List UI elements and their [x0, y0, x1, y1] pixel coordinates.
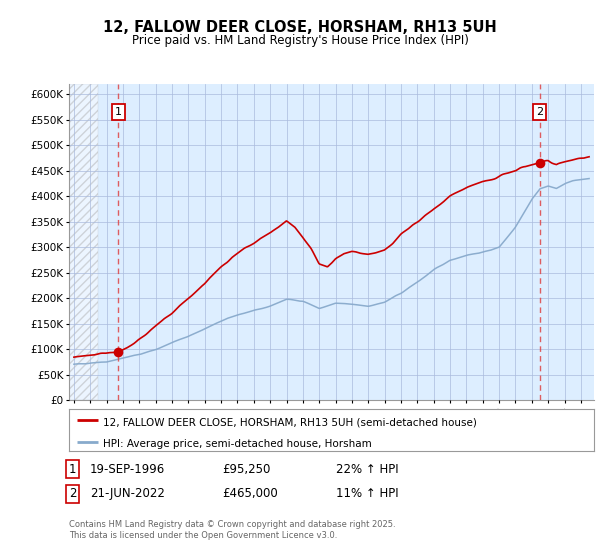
- Text: 12, FALLOW DEER CLOSE, HORSHAM, RH13 5UH: 12, FALLOW DEER CLOSE, HORSHAM, RH13 5UH: [103, 20, 497, 35]
- Text: 1: 1: [69, 463, 77, 476]
- Text: Price paid vs. HM Land Registry's House Price Index (HPI): Price paid vs. HM Land Registry's House …: [131, 34, 469, 46]
- Text: Contains HM Land Registry data © Crown copyright and database right 2025.
This d: Contains HM Land Registry data © Crown c…: [69, 520, 395, 540]
- Text: 12, FALLOW DEER CLOSE, HORSHAM, RH13 5UH (semi-detached house): 12, FALLOW DEER CLOSE, HORSHAM, RH13 5UH…: [103, 417, 477, 427]
- Bar: [69, 84, 98, 400]
- Text: 11% ↑ HPI: 11% ↑ HPI: [336, 487, 398, 501]
- Text: 22% ↑ HPI: 22% ↑ HPI: [336, 463, 398, 476]
- Text: 1: 1: [115, 107, 122, 117]
- Text: 21-JUN-2022: 21-JUN-2022: [90, 487, 165, 501]
- Text: 19-SEP-1996: 19-SEP-1996: [90, 463, 165, 476]
- Text: HPI: Average price, semi-detached house, Horsham: HPI: Average price, semi-detached house,…: [103, 438, 372, 449]
- Text: 2: 2: [536, 107, 543, 117]
- Text: £465,000: £465,000: [222, 487, 278, 501]
- Text: 2: 2: [69, 487, 77, 501]
- Text: £95,250: £95,250: [222, 463, 271, 476]
